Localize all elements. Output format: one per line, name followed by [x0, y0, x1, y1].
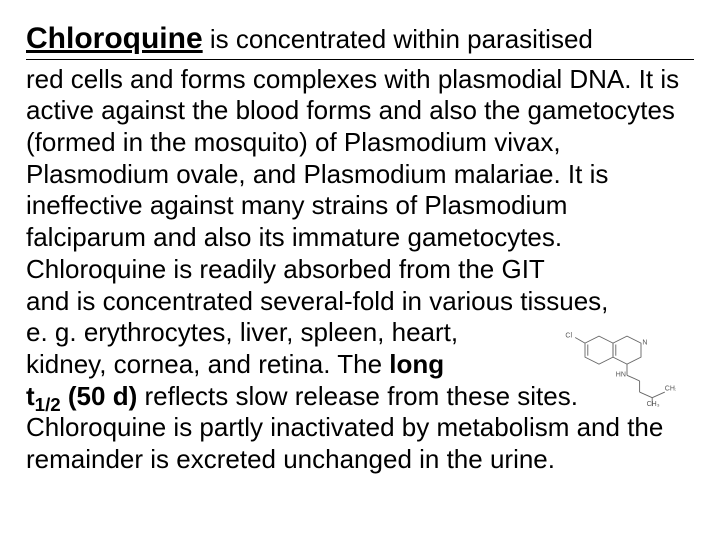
chemical-structure: Cl N HN CH₃ CH₃ [564, 330, 676, 408]
body-p3a: e. g. erythrocytes, liver, spleen, heart… [26, 317, 458, 347]
slide: Chloroquine is concentrated within paras… [0, 0, 720, 540]
drug-name: Chloroquine [26, 22, 203, 55]
body-p2: and is concentrated several-fold in vari… [26, 286, 608, 316]
label-hn: HN [616, 372, 626, 379]
label-ch3a: CH₃ [665, 386, 676, 393]
structure-svg: Cl N HN CH₃ CH₃ [564, 330, 676, 408]
body-p3b: kidney, cornea, and retina. The [26, 349, 389, 379]
emph-long: long [389, 349, 444, 379]
half-life-val: (50 d) [61, 381, 138, 411]
title-rest: is concentrated within parasitised [203, 24, 593, 54]
label-ch3b: CH₃ [647, 401, 660, 408]
label-n: N [642, 340, 647, 347]
half-life-t: t [26, 381, 35, 411]
title-line: Chloroquine is concentrated within paras… [26, 22, 694, 60]
label-cl: Cl [565, 333, 572, 340]
body-text: red cells and forms complexes with plasm… [26, 64, 694, 476]
body-p1: red cells and forms complexes with plasm… [26, 64, 679, 284]
